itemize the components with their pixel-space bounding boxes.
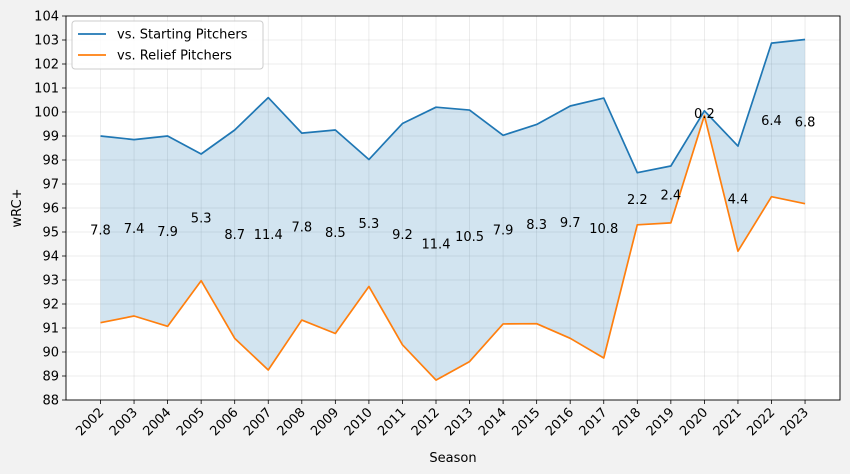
y-tick-label: 91 xyxy=(42,322,59,337)
x-axis-label: Season xyxy=(429,451,476,466)
difference-fill xyxy=(100,39,806,381)
difference-label: 5.3 xyxy=(359,217,380,232)
legend: vs. Starting Pitchers vs. Relief Pitcher… xyxy=(71,20,264,70)
difference-label: 7.9 xyxy=(157,225,178,240)
difference-label: 9.2 xyxy=(392,228,413,243)
plot-area xyxy=(66,16,840,400)
y-tick-label: 88 xyxy=(42,394,59,409)
difference-label: 6.4 xyxy=(761,114,782,129)
y-tick-label: 98 xyxy=(42,154,59,169)
y-tick-label: 93 xyxy=(42,274,59,289)
difference-label: 8.5 xyxy=(325,226,346,241)
legend-box xyxy=(71,20,264,70)
y-tick-label: 103 xyxy=(34,34,59,49)
difference-label: 5.3 xyxy=(191,211,212,226)
y-tick-label: 96 xyxy=(42,202,59,217)
series-line-relief xyxy=(100,114,806,381)
difference-label: 7.9 xyxy=(493,224,514,239)
series-line-starting xyxy=(100,38,806,174)
y-tick-label: 92 xyxy=(42,298,59,313)
difference-label: 6.8 xyxy=(795,116,816,131)
difference-label: 7.8 xyxy=(90,223,111,238)
difference-label: 7.8 xyxy=(291,221,312,236)
y-tick-label: 99 xyxy=(42,130,59,145)
y-tick-label: 97 xyxy=(42,178,59,193)
difference-label: 10.8 xyxy=(589,222,618,237)
y-axis-label: wRC+ xyxy=(10,189,25,228)
difference-label: 11.4 xyxy=(422,238,451,253)
difference-labels: 7.8 7.4 7.9 5.3 8.7 11.4 7.8 8.5 5.3 9.2 11.4 10.5 7… xyxy=(90,107,815,252)
y-tick-label: 102 xyxy=(34,58,59,73)
y-tick-label: 94 xyxy=(42,250,59,265)
legend-label-starting: vs. Starting Pitchers xyxy=(117,28,248,43)
difference-label: 7.4 xyxy=(124,222,145,237)
fill-between-area xyxy=(100,39,806,381)
y-tick-label: 104 xyxy=(34,10,59,25)
y-tick-label: 89 xyxy=(42,370,59,385)
y-tick-label: 101 xyxy=(34,82,59,97)
difference-label: 9.7 xyxy=(560,216,581,231)
difference-label: 4.4 xyxy=(728,193,749,208)
difference-label: 8.3 xyxy=(526,218,547,233)
difference-label: 10.5 xyxy=(455,230,484,245)
difference-label: 11.4 xyxy=(254,228,283,243)
y-tick-label: 95 xyxy=(42,226,59,241)
y-tick-label: 100 xyxy=(34,106,59,121)
plot-frame xyxy=(65,15,841,401)
y-tick-label: 90 xyxy=(42,346,59,361)
difference-label: 0.2 xyxy=(694,107,715,122)
legend-label-relief: vs. Relief Pitchers xyxy=(117,49,232,64)
series-lines xyxy=(100,38,806,381)
difference-label: 2.2 xyxy=(627,193,648,208)
difference-label: 8.7 xyxy=(224,228,245,243)
difference-label: 2.4 xyxy=(661,188,682,203)
